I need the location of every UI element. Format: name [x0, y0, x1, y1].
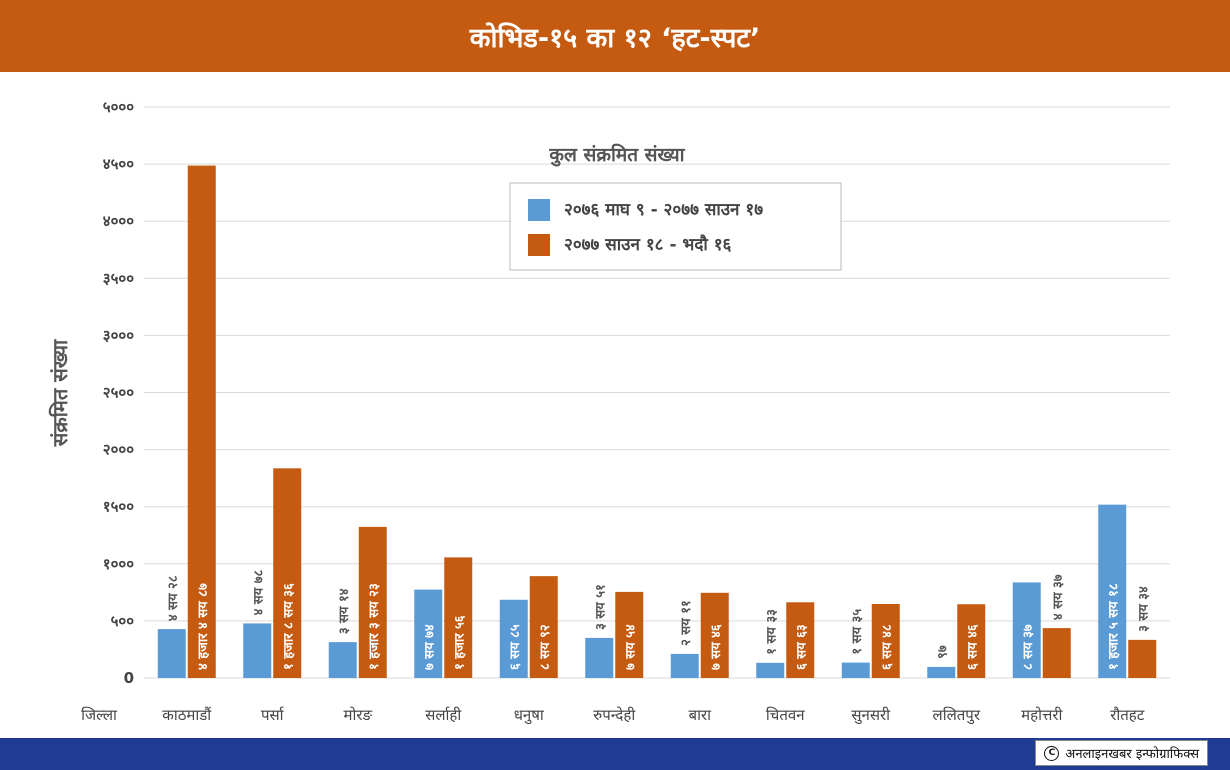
legend-label-series2: २०७७ साउन १८ - भदौ १६ [564, 234, 732, 255]
x-category-label: चितवन [766, 706, 805, 724]
bar-series1-9 [927, 666, 956, 678]
footer-bar: C अनलाइनखबर इन्फोग्राफिक्स [0, 738, 1230, 770]
x-category-label: रौतहट [1110, 706, 1145, 724]
bar-series1-7 [756, 662, 785, 678]
bar-series1-1 [243, 623, 272, 678]
data-label-series1-2: ३ सय १४ [337, 588, 352, 634]
bar-series1-11 [1098, 504, 1127, 678]
copyright-icon: C [1044, 745, 1060, 761]
x-category-label: ललितपुर [933, 706, 981, 725]
bar-series2-6 [700, 592, 729, 678]
data-label-series2-9: ६ सय ४६ [965, 624, 980, 670]
bar-series1-4 [499, 599, 528, 678]
legend-label-series1: २०७६ माघ ९ - २०७७ साउन १७ [564, 200, 763, 220]
data-label-series2-0: ४ हजार ४ सय ८७ [196, 583, 211, 670]
data-label-series1-7: १ सय ३३ [764, 609, 779, 655]
x-category-label: पर्सा [261, 706, 285, 724]
y-tick-label: ३००० [103, 326, 134, 344]
chart-title: कुल संक्रमित संख्या [548, 143, 685, 167]
data-label-series1-3: ७ सय ७४ [422, 624, 437, 670]
page-title: कोभिड-१५ का १२ ‘हट-स्पट’ [0, 0, 1230, 72]
data-label-series2-11: ३ सय ३४ [1136, 586, 1151, 632]
data-label-series2-8: ६ सय ४८ [880, 624, 895, 670]
bar-series2-8 [871, 603, 900, 678]
y-tick-label: १००० [103, 555, 134, 573]
y-tick-label: ४००० [103, 212, 134, 230]
bar-series2-1 [273, 468, 302, 678]
bar-chart: 0 ५०० १००० १५०० २००० २५०० ३००० ३५०० ४००० ४५०० ५०००… [48, 98, 1170, 725]
x-category-label: महोत्तरी [1021, 706, 1063, 724]
y-axis-label: संक्रमित संख्या [48, 339, 72, 447]
credit-badge: C अनलाइनखबर इन्फोग्राफिक्स [1035, 740, 1208, 766]
x-category-label: रुपन्देही [593, 706, 636, 724]
data-label-series1-11: १ हजार ५ सय १८ [1106, 583, 1121, 670]
bar-series1-10 [1012, 582, 1041, 678]
bars [157, 165, 1157, 678]
bar-series1-2 [328, 642, 357, 678]
x-category-label: धनुषा [514, 706, 545, 725]
y-tick-label: ५००० [103, 98, 134, 116]
data-label-series2-10: ४ सय ३७ [1051, 574, 1066, 620]
bar-series2-2 [358, 526, 387, 678]
data-label-series1-6: २ सय ११ [679, 600, 694, 646]
x-category-label: मोरङ [343, 706, 372, 724]
bar-series2-11 [1128, 639, 1157, 678]
data-label-series2-7: ६ सय ६३ [794, 624, 809, 670]
y-tick-label: २००० [103, 441, 134, 459]
bar-series2-10 [1042, 628, 1071, 678]
bar-series2-0 [187, 165, 216, 678]
y-tick-label: १५०० [103, 498, 134, 516]
data-label-series1-10: ८ सय ३७ [1021, 624, 1036, 670]
data-label-series2-6: ७ सय ४६ [709, 624, 724, 670]
data-label-series1-8: १ सय ३५ [850, 609, 865, 655]
bar-series2-4 [529, 576, 558, 678]
bar-series1-8 [841, 662, 870, 678]
legend: २०७६ माघ ९ - २०७७ साउन १७ २०७७ साउन १८ -… [509, 182, 842, 271]
y-axis-ticks: 0 ५०० १००० १५०० २००० २५०० ३००० ३५०० ४००० ४५०० ५००० [103, 98, 134, 687]
bar-series2-9 [957, 604, 986, 678]
data-label-series2-2: १ हजार ३ सय २३ [367, 583, 382, 670]
bar-series2-3 [444, 557, 473, 678]
bar-series1-3 [414, 589, 443, 678]
y-tick-label: ५०० [111, 612, 135, 630]
data-label-series2-4: ८ सय ९२ [538, 624, 553, 670]
data-label-series2-5: ७ सय ५४ [623, 624, 638, 670]
bar-series1-0 [157, 629, 186, 678]
data-label-series1-1: ४ सय ७८ [251, 570, 266, 616]
data-label-series2-1: १ हजार ८ सय ३६ [281, 583, 296, 670]
x-category-label: काठमाडौं [162, 706, 212, 724]
x-category-label: बारा [689, 706, 713, 724]
legend-swatch-series2 [528, 234, 550, 256]
data-label-series1-5: ३ सय ५१ [593, 584, 608, 630]
y-tick-label: २५०० [103, 384, 134, 402]
bar-series1-5 [585, 637, 614, 678]
data-label-series1-0: ४ सय २८ [166, 575, 181, 621]
bar-series2-7 [786, 602, 815, 678]
legend-swatch-series1 [528, 199, 550, 221]
y-tick-label: 0 [124, 669, 134, 687]
data-label-series1-4: ६ सय ८५ [508, 624, 523, 670]
bar-series2-5 [615, 591, 644, 678]
y-tick-label: ३५०० [103, 269, 134, 287]
data-label-series2-3: १ हजार ५६ [452, 615, 467, 670]
data-label-series1-9: ९७ [935, 645, 950, 659]
y-tick-label: ४५०० [103, 155, 134, 173]
x-category-label: सुनसरी [851, 706, 891, 725]
x-axis-categories: काठमाडौं पर्सा मोरङ सर्लाही धनुषा रुपन्देही बा… [162, 706, 1144, 725]
x-axis-label: जिल्ला [81, 706, 118, 724]
x-category-label: सर्लाही [425, 706, 462, 724]
data-labels: ४ सय २८ ४ हजार ४ सय ८७ ४ सय ७८ १ हजार ८ सय … [166, 570, 1152, 670]
credit-text: अनलाइनखबर इन्फोग्राफिक्स [1065, 747, 1199, 762]
bar-series1-6 [670, 653, 699, 678]
